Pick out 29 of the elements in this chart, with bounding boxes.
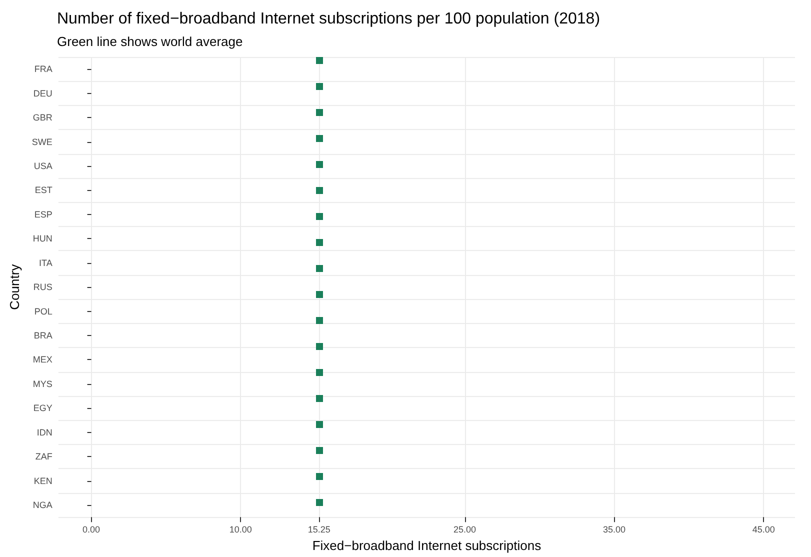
y-tick-label: NGA: [32, 500, 52, 510]
y-tick-label: ESP: [34, 209, 52, 220]
y-tick-label: MEX: [32, 354, 52, 365]
y-tick-label: FRA: [34, 64, 52, 74]
y-tick-label: BRA: [34, 330, 52, 340]
y-tick-label: USA: [34, 160, 52, 171]
x-tick-label: 15.25: [308, 524, 330, 535]
y-tick-label: HUN: [32, 234, 52, 244]
y-tick-label: EST: [34, 185, 53, 196]
y-tick-label: ITA: [39, 258, 52, 268]
x-tick-label: 0.00: [82, 524, 100, 535]
y-tick-label: ZAF: [35, 452, 53, 462]
x-tick-label: 35.00: [602, 524, 626, 535]
y-tick-label: RUS: [33, 282, 52, 292]
y-axis-title: Country: [7, 264, 22, 310]
y-tick-label: IDN: [36, 427, 52, 438]
x-tick-label: 10.00: [229, 524, 252, 535]
y-tick-label: MYS: [32, 378, 52, 389]
chart-subtitle: Green line shows world average: [57, 34, 243, 49]
chart-title: Number of fixed−broadband Internet subscriptions per 100 population (2018): [57, 10, 600, 28]
x-axis-title: Fixed−broadband Internet subscriptions: [312, 538, 542, 553]
y-tick-label: SWE: [32, 136, 52, 147]
y-tick-label: DEU: [33, 88, 52, 98]
y-tick-label: KEN: [34, 476, 52, 486]
y-tick-label: GBR: [32, 112, 53, 123]
x-tick-label: 25.00: [454, 524, 476, 535]
y-tick-label: EGY: [33, 403, 52, 414]
y-tick-label: POL: [34, 306, 52, 316]
x-tick-label: 45.00: [752, 524, 775, 535]
